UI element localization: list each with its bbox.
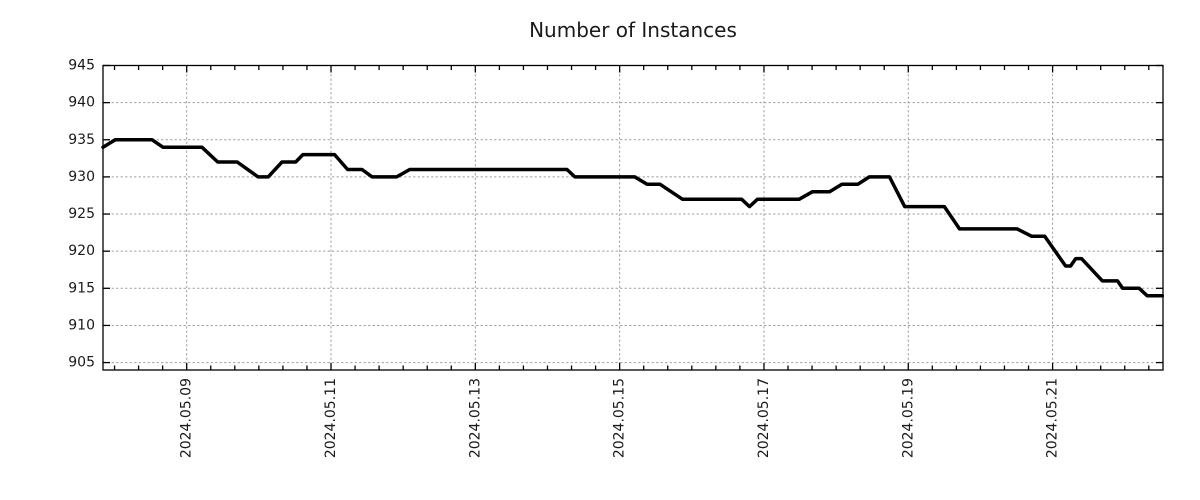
x-tick-label: 2024.05.11 bbox=[323, 378, 339, 458]
series-layer bbox=[101, 138, 1165, 298]
y-tick-label: 915 bbox=[68, 280, 95, 296]
grid-layer bbox=[102, 65, 1164, 371]
y-tick-label: 945 bbox=[68, 58, 95, 74]
x-tick-label: 2024.05.21 bbox=[1045, 378, 1061, 458]
y-tick-label: 910 bbox=[68, 317, 95, 333]
y-tick-label: 905 bbox=[68, 355, 95, 371]
y-tick-label: 930 bbox=[68, 169, 95, 185]
x-tick-label: 2024.05.13 bbox=[467, 378, 483, 458]
y-tick-label: 925 bbox=[68, 206, 95, 222]
x-tick-label: 2024.05.09 bbox=[179, 378, 195, 458]
y-tick-label: 920 bbox=[68, 243, 95, 259]
x-tick-label: 2024.05.15 bbox=[612, 378, 628, 458]
tick-layer bbox=[103, 64, 1163, 370]
x-tick-label: 2024.05.17 bbox=[756, 378, 772, 458]
plot-border-layer bbox=[102, 64, 1164, 371]
series-line-instances bbox=[101, 138, 1165, 298]
chart-title: Number of Instances bbox=[529, 18, 737, 42]
plot-border bbox=[102, 64, 1164, 371]
y-tick-label: 935 bbox=[68, 132, 95, 148]
x-tick-label: 2024.05.19 bbox=[900, 378, 916, 458]
axis-label-layer: 905 910 915 920 925 930 935 940 945 2024.05.09 202… bbox=[68, 58, 1060, 459]
y-tick-label: 940 bbox=[68, 95, 95, 111]
